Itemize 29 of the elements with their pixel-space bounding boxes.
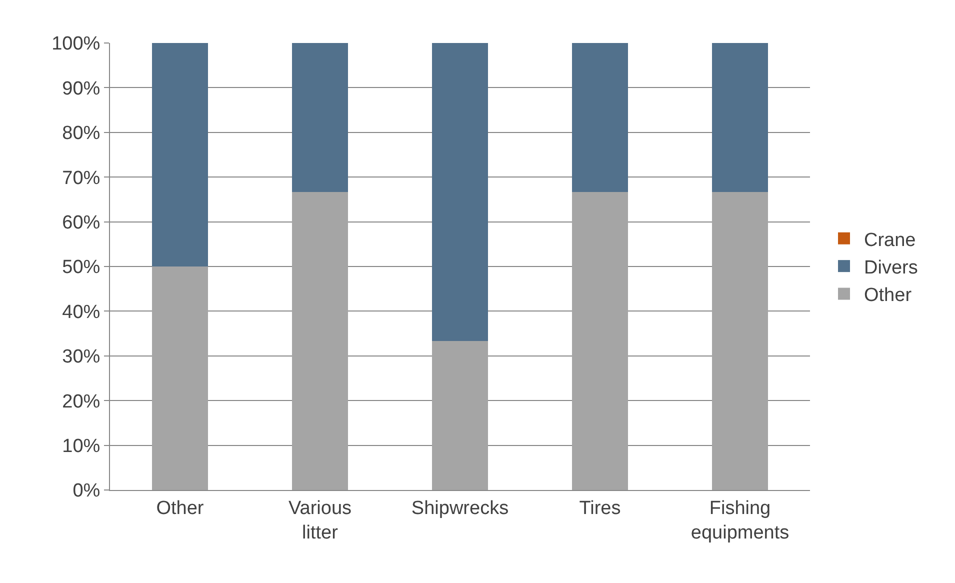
x-tick-label: Tires [579,498,621,519]
bar [292,192,348,490]
x-tick-label: Other [156,498,204,519]
y-tick-label: 80% [62,123,100,144]
bar [712,43,768,192]
bar [572,192,628,490]
y-tick-label: 60% [62,212,100,234]
y-tick-label: 30% [62,346,100,368]
bar [432,341,488,490]
y-tick-label: 100% [52,34,100,55]
y-tick-label: 0% [72,480,100,502]
bar [152,43,208,266]
y-tick-label: 50% [62,257,100,278]
legend-label: Divers [864,257,918,278]
legend-label: Other [864,285,912,306]
bar [712,192,768,490]
x-tick-label: Shipwrecks [411,498,509,519]
y-tick-label: 40% [62,302,100,323]
y-tick-label: 10% [62,436,100,457]
y-tick-label: 20% [62,391,100,412]
legend-label: Crane [864,230,916,251]
y-tick-label: 90% [62,78,100,100]
bar [432,43,488,342]
bar [152,266,208,490]
x-tick-label: Fishing equipments [690,498,790,544]
bar [572,43,628,192]
y-tick-label: 70% [62,168,100,189]
bar [292,43,348,192]
x-tick-label: Various litter [288,498,352,544]
